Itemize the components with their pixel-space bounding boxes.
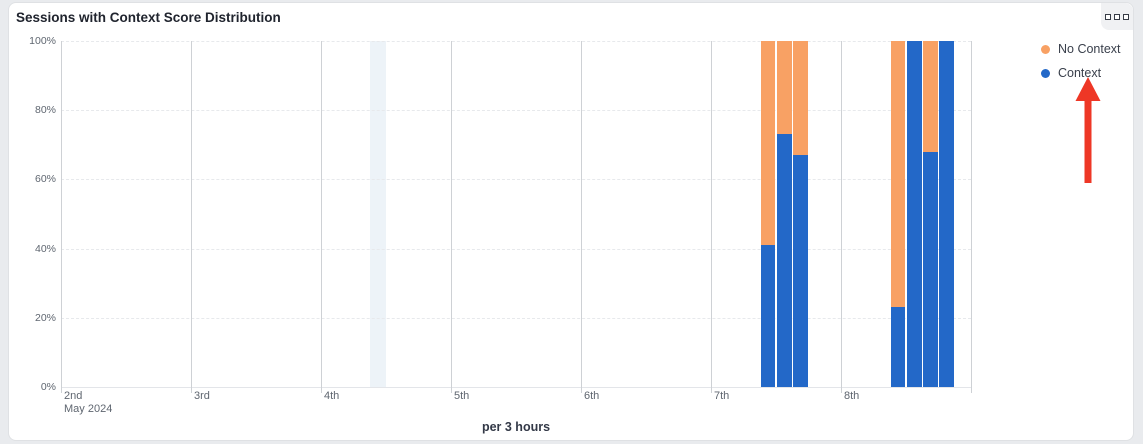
axis-tick	[581, 387, 582, 393]
axis-tick	[321, 387, 322, 393]
horizontal-gridline	[61, 179, 971, 181]
vertical-gridline	[321, 41, 322, 387]
x-tick-label: 4th	[324, 390, 340, 402]
widget-menu-button[interactable]	[1101, 3, 1133, 30]
legend-item-label: No Context	[1058, 42, 1121, 56]
x-tick-sublabel: May 2024	[64, 403, 113, 415]
plot-area	[61, 41, 972, 393]
chart-card: Sessions with Context Score Distribution…	[8, 2, 1134, 441]
legend-item-no-context[interactable]: No Context	[1041, 37, 1121, 61]
bar-segment-no-context[interactable]	[776, 41, 792, 135]
bar-segment-no-context[interactable]	[793, 41, 808, 156]
axis-tick	[191, 387, 192, 393]
axis-tick	[711, 387, 712, 393]
bar-segment-context[interactable]	[760, 245, 776, 387]
bar-segment-context[interactable]	[939, 41, 954, 387]
red-arrow-annotation-icon	[1075, 77, 1101, 183]
stacked-bar[interactable]	[776, 41, 792, 387]
bar-segment-no-context[interactable]	[923, 41, 938, 152]
stacked-bar[interactable]	[906, 41, 922, 387]
stacked-bar[interactable]	[793, 41, 808, 387]
horizontal-gridline	[61, 41, 971, 42]
square-glyph-icon	[1123, 13, 1129, 20]
stacked-bar[interactable]	[890, 41, 906, 387]
vertical-gridline	[191, 41, 192, 387]
horizontal-gridline	[61, 248, 971, 250]
x-tick-label: 8th	[844, 390, 860, 402]
y-tick-label: 40%	[34, 242, 56, 255]
horizontal-gridline	[61, 110, 971, 112]
card-title: Sessions with Context Score Distribution	[16, 10, 281, 25]
x-tick-label: 7th	[714, 390, 730, 402]
x-axis-title: per 3 hours	[481, 420, 551, 434]
legend-item-context[interactable]: Context	[1041, 61, 1121, 85]
y-tick-label: 80%	[34, 104, 56, 117]
vertical-gridline	[451, 41, 452, 387]
highlighted-time-slot	[369, 41, 386, 387]
legend: No Context Context	[1041, 37, 1121, 85]
axis-tick	[451, 387, 452, 393]
legend-dot-icon	[1041, 44, 1050, 54]
square-glyph-icon	[1114, 13, 1120, 20]
vertical-gridline	[841, 41, 842, 387]
vertical-gridline	[711, 41, 712, 387]
y-tick-label: 0%	[40, 381, 56, 393]
bar-segment-context[interactable]	[923, 151, 938, 387]
y-tick-label: 20%	[34, 311, 56, 324]
bar-segment-no-context[interactable]	[890, 41, 906, 308]
legend-item-label: Context	[1058, 66, 1102, 80]
axis-tick	[971, 387, 972, 393]
stacked-bar[interactable]	[923, 41, 938, 387]
legend-dot-icon	[1041, 68, 1050, 78]
horizontal-gridline	[61, 387, 971, 388]
bar-segment-no-context[interactable]	[760, 41, 776, 246]
vertical-gridline	[581, 41, 582, 387]
horizontal-gridline	[61, 317, 971, 319]
bar-segment-context[interactable]	[793, 155, 808, 387]
square-glyph-icon	[1105, 13, 1111, 20]
x-tick-label: 6th	[584, 390, 600, 402]
y-tick-label: 100%	[29, 35, 56, 47]
x-tick-label: 3rd	[194, 390, 210, 402]
x-tick-label: 5th	[454, 390, 470, 402]
bar-segment-context[interactable]	[906, 41, 922, 387]
vertical-gridline	[61, 41, 62, 387]
bar-segment-context[interactable]	[890, 307, 906, 387]
stacked-bar[interactable]	[939, 41, 954, 387]
vertical-gridline	[971, 41, 972, 387]
axis-tick	[841, 387, 842, 393]
x-tick-label: 2nd	[64, 390, 83, 402]
axis-tick	[61, 387, 62, 393]
bar-segment-context[interactable]	[776, 134, 792, 387]
y-tick-label: 60%	[34, 173, 56, 186]
stacked-bar[interactable]	[760, 41, 776, 387]
